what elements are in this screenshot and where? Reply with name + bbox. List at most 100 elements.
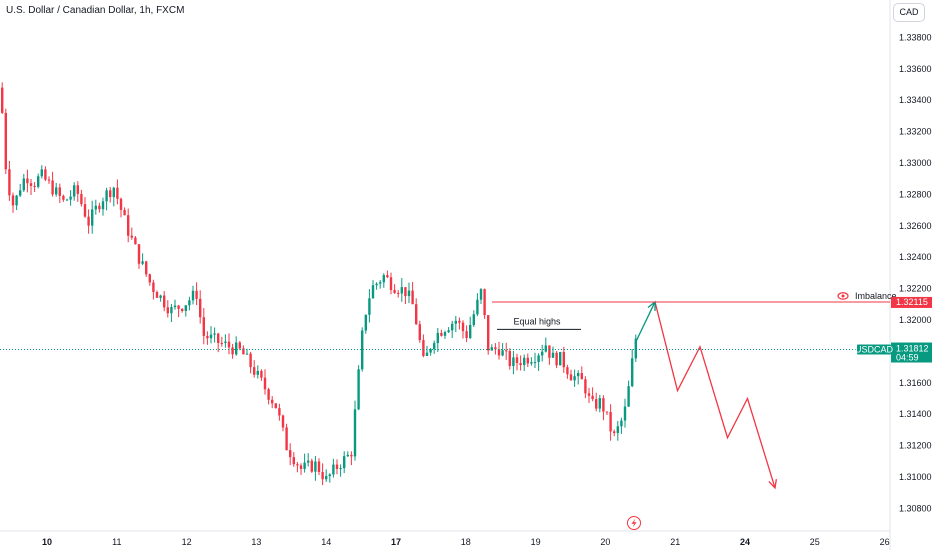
lightning-icon[interactable] (627, 516, 641, 530)
candle-body (602, 398, 605, 412)
time-tick-label: 11 (112, 537, 121, 547)
candle-body (573, 376, 576, 381)
candle-body (109, 190, 112, 198)
candle-body (335, 464, 339, 469)
candle-body (569, 374, 573, 381)
candle-body (577, 372, 580, 377)
candle-body (505, 350, 508, 352)
candle-body (137, 244, 141, 264)
candle-body (76, 185, 79, 194)
price-tick-label: 1.32400 (899, 252, 932, 262)
time-tick-label: 18 (461, 537, 471, 547)
current-price-tag: USDCAD 1.31812 04:59 (855, 342, 932, 363)
time-tick-label: 17 (391, 537, 401, 547)
time-tick-label: 25 (810, 537, 820, 547)
candle-body (382, 275, 385, 283)
price-axis: 1.33800 1.33600 1.33400 1.33200 1.33000 1.328… (899, 32, 932, 513)
imbalance-label-group[interactable]: Imbalance (837, 291, 897, 301)
candle-body (523, 357, 526, 366)
price-tick-label: 1.31400 (899, 409, 932, 419)
candle-body (94, 205, 97, 210)
candle-body (22, 178, 25, 191)
candles (1, 82, 637, 486)
candle-body (44, 169, 47, 180)
candle-body (51, 180, 54, 195)
candle-body (195, 290, 198, 299)
candle-body (314, 461, 317, 472)
candle-body (494, 347, 497, 350)
candle-body (407, 290, 411, 297)
bar-countdown: 04:59 (896, 353, 919, 363)
candle-body (83, 204, 87, 217)
candle-body (353, 409, 357, 457)
candle-body (166, 307, 169, 314)
candle-body (242, 348, 245, 355)
candle-body (537, 355, 540, 363)
candle-body (627, 386, 630, 407)
candle-body (436, 332, 439, 344)
candle-body (65, 199, 69, 201)
chart-title: U.S. Dollar / Canadian Dollar, 1h, FXCM (6, 5, 185, 16)
candle-body (515, 357, 519, 363)
candle-body (584, 379, 587, 394)
candle-body (479, 289, 483, 300)
candle-body (19, 190, 22, 196)
candle-body (141, 261, 144, 264)
candle-body (544, 345, 547, 352)
price-tick-label: 1.32000 (899, 315, 932, 325)
price-tick-label: 1.30800 (899, 503, 932, 513)
candle-body (472, 314, 475, 325)
candle-body (361, 330, 364, 370)
candle-body (231, 347, 234, 355)
candle-body (332, 464, 335, 475)
candle-body (400, 287, 403, 294)
current-symbol-label: USDCAD (855, 345, 894, 355)
candle-body (598, 398, 601, 409)
candle-body (173, 305, 177, 308)
candle-body (256, 370, 259, 375)
candle-body (512, 357, 515, 367)
candle-body (368, 298, 371, 315)
candle-body (620, 420, 623, 427)
candle-body (289, 450, 292, 458)
candle-body (339, 468, 342, 470)
candle-body (541, 351, 544, 356)
candle-body (260, 370, 263, 378)
candle-body (551, 352, 555, 358)
equal-highs-label: Equal highs (513, 316, 561, 326)
candle-body (343, 456, 346, 469)
time-tick-label: 13 (251, 537, 261, 547)
candle-body (15, 195, 18, 206)
candle-body (220, 342, 223, 344)
candle-body (152, 282, 155, 293)
candle-body (429, 349, 432, 353)
price-tick-label: 1.31000 (899, 472, 932, 482)
candle-body (555, 352, 558, 366)
currency-button[interactable]: CAD (893, 3, 925, 22)
candle-body (566, 367, 569, 375)
candle-body (325, 476, 328, 480)
price-tick-label: 1.33800 (899, 32, 932, 42)
time-tick-label: 14 (321, 537, 331, 547)
candle-body (105, 190, 108, 202)
candle-body (145, 261, 148, 275)
candle-body (177, 305, 180, 309)
candle-body (181, 308, 184, 311)
candle-body (350, 454, 353, 457)
candle-body (40, 169, 43, 177)
candle-body (559, 352, 562, 366)
candle-body (188, 300, 191, 306)
candle-body (595, 399, 598, 409)
eye-icon[interactable] (837, 292, 849, 300)
price-tick-label: 1.32200 (899, 284, 932, 294)
candle-body (267, 389, 270, 400)
candle-body (451, 323, 454, 331)
time-tick-label: 19 (531, 537, 541, 547)
candle-body (249, 353, 252, 368)
candle-body (199, 298, 202, 318)
candle-body (80, 193, 83, 205)
candle-body (530, 362, 533, 364)
candle-body (483, 289, 486, 316)
price-tick-label: 1.31600 (899, 378, 932, 388)
